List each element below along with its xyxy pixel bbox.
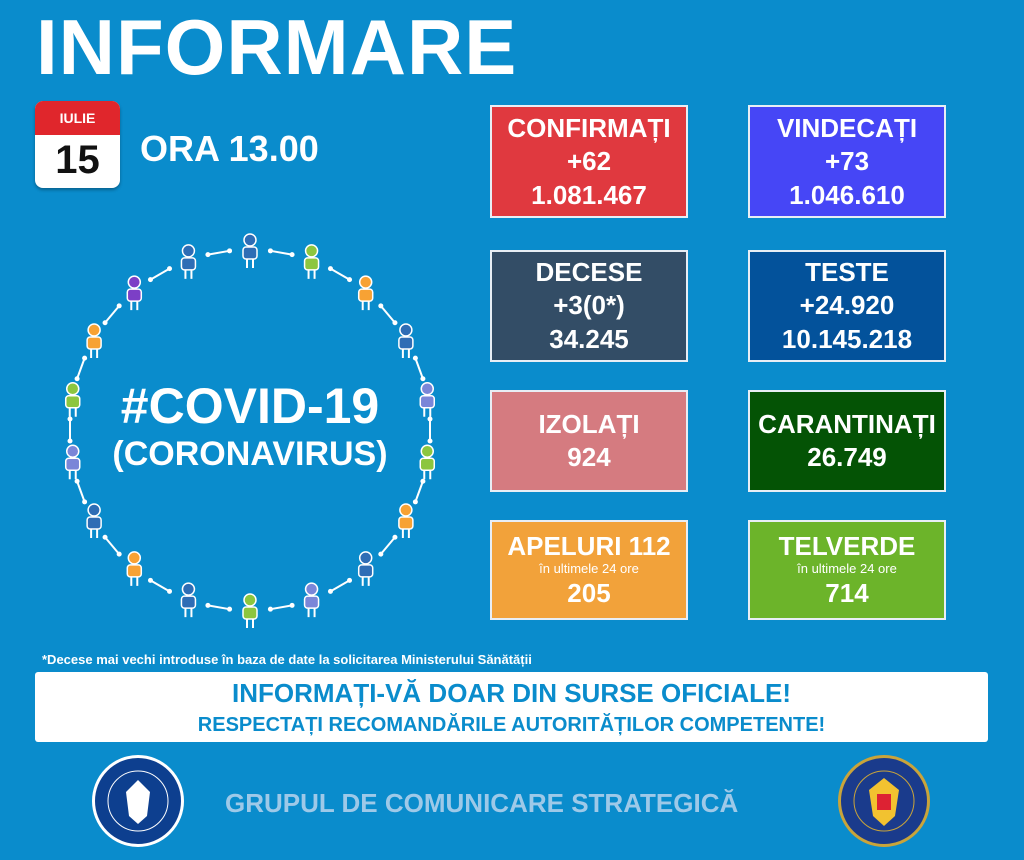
double-arrow-icon — [74, 478, 88, 505]
stat-box-telverde: TELVERDE în ultimele 24 ore 714 — [748, 520, 946, 620]
calendar-icon: IULIE 15 — [35, 101, 120, 188]
person-icon — [398, 323, 414, 358]
stat-total: 205 — [567, 578, 611, 608]
stat-sublabel: în ultimele 24 ore — [539, 561, 639, 576]
stat-delta: +24.920 — [799, 290, 895, 320]
banner-line-2: RESPECTAȚI RECOMANDĂRILE AUTORITĂȚILOR C… — [197, 714, 826, 736]
dsu-logo — [838, 755, 930, 847]
double-arrow-icon — [412, 355, 426, 382]
double-arrow-icon — [102, 303, 122, 326]
double-arrow-icon — [147, 266, 173, 283]
footer-organization: GRUPUL DE COMUNICARE STRATEGICĂ — [225, 788, 739, 818]
person-icon — [398, 503, 414, 538]
stat-label: IZOLAȚI — [538, 409, 640, 439]
report-time: ORA 13.00 — [140, 128, 319, 169]
covid-title: #COVID-19 — [120, 378, 380, 434]
double-arrow-icon — [267, 602, 295, 612]
stat-box-quarantined: CARANTINAȚI 26.749 — [748, 390, 946, 492]
person-icon — [180, 582, 197, 618]
person-icon — [242, 593, 258, 628]
stat-delta: +3(0*) — [553, 290, 625, 320]
stat-box-deaths: DECESE +3(0*) 34.245 — [490, 250, 688, 362]
official-sources-banner: INFORMAȚI-VĂ DOAR DIN SURSE OFICIALE! RE… — [35, 672, 988, 742]
stat-delta: +62 — [566, 145, 612, 176]
double-arrow-icon — [147, 577, 173, 594]
stat-label: CARANTINAȚI — [758, 409, 936, 439]
stat-label: CONFIRMAȚI — [507, 112, 671, 143]
stat-box-recovered: VINDECAȚI +73 1.046.610 — [748, 105, 946, 218]
footnote: *Decese mai vechi introduse în baza de d… — [42, 652, 532, 667]
stat-total: 714 — [825, 578, 869, 608]
stat-total: 26.749 — [807, 442, 887, 472]
person-icon — [126, 275, 143, 311]
covid-heading: #COVID-19 (CORONAVIRUS) — [100, 378, 400, 474]
double-arrow-icon — [102, 534, 122, 557]
people-circle-illustration — [64, 233, 436, 628]
stat-total: 924 — [567, 442, 611, 472]
double-arrow-icon — [427, 416, 433, 444]
stat-label: DECESE — [535, 257, 643, 287]
person-icon — [126, 551, 143, 586]
calendar-month: IULIE — [35, 101, 120, 135]
person-icon — [303, 244, 320, 279]
person-icon — [86, 323, 102, 358]
double-arrow-icon — [205, 248, 233, 258]
calendar-day: 15 — [55, 138, 100, 182]
person-icon — [64, 381, 81, 417]
covid-subtitle: (CORONAVIRUS) — [112, 435, 388, 473]
double-arrow-icon — [412, 478, 426, 505]
stat-label: TESTE — [805, 257, 889, 287]
page-title: INFORMARE — [36, 3, 518, 91]
stat-total: 1.081.467 — [531, 179, 647, 210]
person-icon — [86, 503, 102, 538]
person-icon — [357, 551, 374, 586]
stat-box-tests: TESTE +24.920 10.145.218 — [748, 250, 946, 362]
double-arrow-icon — [74, 355, 88, 382]
person-icon — [180, 244, 197, 279]
double-arrow-icon — [378, 534, 398, 557]
double-arrow-icon — [327, 577, 353, 594]
stat-total: 1.046.610 — [789, 179, 905, 210]
person-icon — [419, 381, 436, 417]
stat-label: TELVERDE — [778, 531, 916, 561]
person-icon — [419, 444, 436, 480]
double-arrow-icon — [205, 602, 233, 612]
stat-total: 10.145.218 — [781, 324, 913, 354]
person-icon — [64, 444, 81, 480]
double-arrow-icon — [267, 248, 295, 258]
double-arrow-icon — [67, 416, 73, 444]
person-icon — [303, 582, 320, 618]
stat-label: APELURI 112 — [507, 531, 671, 561]
double-arrow-icon — [327, 266, 353, 283]
stat-total: 34.245 — [549, 324, 629, 354]
stat-delta: +73 — [824, 145, 870, 176]
stat-box-isolated: IZOLAȚI 924 — [490, 390, 688, 492]
person-icon — [357, 275, 374, 311]
double-arrow-icon — [378, 303, 398, 326]
government-logo — [92, 755, 184, 847]
stat-label: VINDECAȚI — [776, 112, 918, 143]
banner-line-1: INFORMAȚI-VĂ DOAR DIN SURSE OFICIALE! — [232, 678, 791, 708]
person-icon — [242, 233, 258, 268]
stat-box-calls-112: APELURI 112 în ultimele 24 ore 205 — [490, 520, 688, 620]
stat-box-confirmed: CONFIRMAȚI +62 1.081.467 — [490, 105, 688, 218]
stat-sublabel: în ultimele 24 ore — [797, 561, 897, 576]
